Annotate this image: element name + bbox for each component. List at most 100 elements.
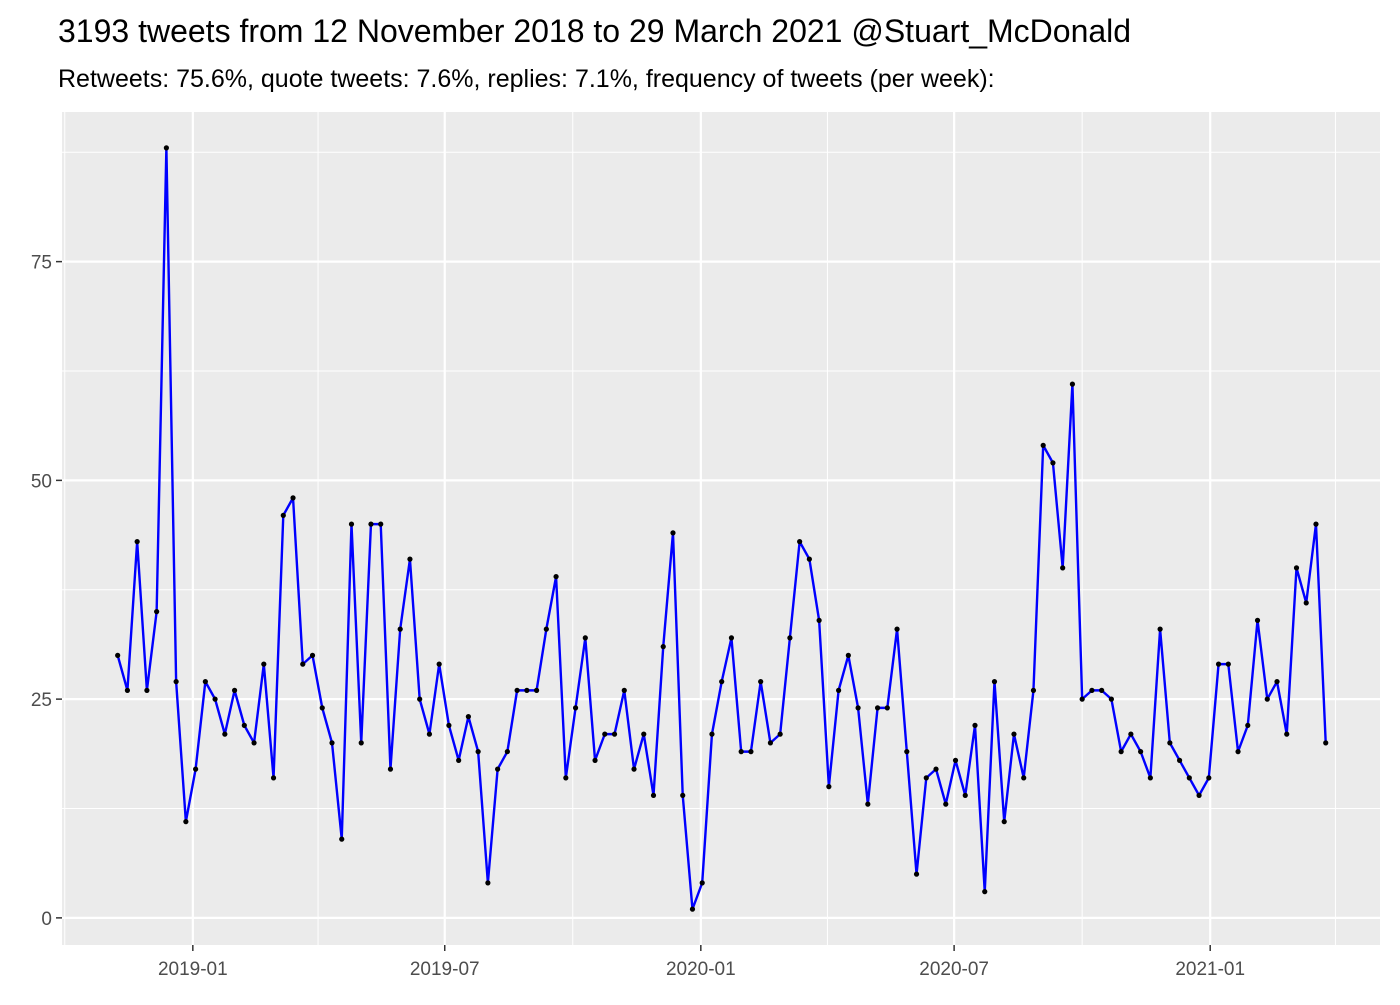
data-point	[1050, 460, 1056, 466]
data-point	[816, 617, 822, 623]
data-point	[1128, 731, 1134, 737]
data-point	[787, 635, 793, 641]
data-point	[417, 696, 423, 702]
data-point	[115, 652, 121, 658]
data-point	[1313, 521, 1319, 527]
data-point	[962, 792, 968, 798]
data-point	[1167, 740, 1173, 746]
data-point	[202, 679, 208, 685]
data-point	[1245, 722, 1251, 728]
data-point	[173, 679, 179, 685]
y-tick-label: 50	[31, 471, 52, 492]
x-tick-label: 2021-01	[1175, 959, 1245, 980]
data-point	[1001, 819, 1007, 825]
data-point	[563, 775, 569, 781]
data-point	[1206, 775, 1212, 781]
data-point	[1176, 757, 1183, 763]
x-tick-label: 2019-07	[410, 959, 480, 980]
data-point	[543, 626, 549, 632]
data-point	[1040, 442, 1046, 448]
data-point	[426, 731, 433, 737]
axes: 0 25 50 75 2019-01 2019-07 2020-01 2020-07 2021-…	[31, 253, 1245, 980]
data-point	[475, 749, 481, 755]
y-tick-label: 75	[31, 253, 52, 274]
data-point	[436, 661, 442, 667]
data-point	[134, 539, 140, 545]
data-point	[1060, 565, 1066, 571]
data-point	[1069, 381, 1076, 387]
major-gridlines	[62, 112, 1380, 945]
data-point	[709, 731, 715, 737]
data-point	[1089, 687, 1095, 693]
data-point	[952, 757, 959, 763]
data-point	[689, 906, 696, 912]
data-point	[826, 784, 832, 790]
data-point	[465, 714, 471, 720]
data-point	[777, 731, 783, 737]
data-point	[1079, 696, 1085, 702]
data-point	[514, 687, 520, 693]
data-point	[446, 722, 452, 728]
data-point	[660, 644, 666, 650]
data-point	[641, 731, 647, 737]
data-point	[699, 880, 705, 886]
data-point	[855, 705, 861, 711]
data-point	[193, 766, 199, 772]
x-tick-label: 2019-01	[158, 959, 228, 980]
data-point	[1138, 749, 1144, 755]
data-point	[767, 740, 774, 746]
data-point	[241, 722, 247, 728]
data-point	[670, 530, 676, 536]
data-point	[251, 740, 257, 746]
data-point	[904, 749, 910, 755]
data-point	[144, 687, 150, 693]
data-point	[368, 521, 374, 527]
y-tick-label: 25	[31, 690, 52, 711]
data-point	[1284, 731, 1290, 737]
data-point	[533, 687, 540, 693]
data-point	[894, 626, 900, 632]
x-tick-label: 2020-01	[666, 959, 736, 980]
data-point	[631, 766, 637, 772]
data-point	[748, 749, 754, 755]
data-point	[1118, 749, 1124, 755]
data-point	[728, 635, 735, 641]
data-point	[972, 722, 978, 728]
data-point	[212, 696, 218, 702]
data-point	[358, 740, 364, 746]
data-point	[504, 749, 510, 755]
x-tick-label: 2020-07	[919, 959, 989, 980]
data-point	[1186, 775, 1192, 781]
data-point	[407, 556, 413, 562]
data-point	[650, 792, 657, 798]
data-point	[621, 687, 627, 693]
data-point	[339, 836, 345, 842]
data-point	[806, 556, 812, 562]
data-point	[524, 687, 530, 693]
data-point	[495, 766, 501, 772]
data-point	[290, 495, 296, 501]
data-point	[797, 539, 803, 545]
data-point	[738, 749, 744, 755]
data-point	[154, 609, 160, 615]
data-point	[719, 679, 725, 685]
data-point	[231, 687, 238, 693]
data-point	[1225, 661, 1231, 667]
data-point	[397, 626, 403, 632]
data-point	[923, 775, 929, 781]
data-point	[124, 687, 131, 693]
data-point	[485, 880, 491, 886]
data-point	[1021, 775, 1027, 781]
data-point	[582, 635, 588, 641]
data-point	[943, 801, 949, 807]
data-point	[602, 731, 608, 737]
data-point	[387, 766, 394, 772]
data-point	[329, 740, 335, 746]
data-point	[1157, 626, 1163, 632]
data-point	[1293, 565, 1300, 571]
data-point	[1030, 687, 1037, 693]
data-point	[300, 661, 306, 667]
data-point	[611, 731, 618, 737]
data-point	[874, 705, 881, 711]
